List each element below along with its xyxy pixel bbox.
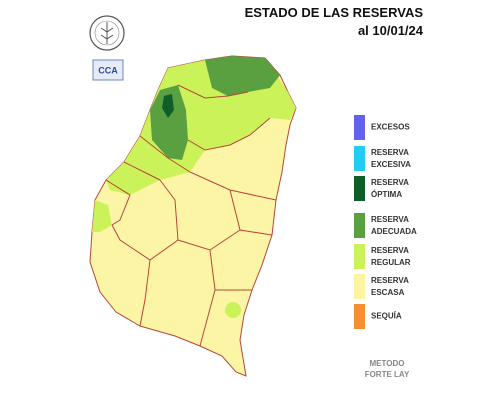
province-map: [89, 55, 297, 377]
department-border: [105, 84, 277, 347]
regular-zone: [225, 302, 241, 318]
legend-swatch: [354, 146, 365, 171]
legend-label: RESERVA: [371, 246, 409, 255]
legend-label: RESERVA: [371, 276, 409, 285]
legend-label: ÓPTIMA: [371, 190, 402, 199]
cca-label: CCA: [98, 65, 118, 75]
regular-zone: [106, 58, 296, 195]
legend-swatch: [354, 176, 365, 201]
legend-label: SEQUÍA: [371, 312, 402, 321]
optima-zone: [162, 94, 174, 118]
regular-zone: [92, 200, 112, 232]
legend-swatch: [354, 304, 365, 329]
method-label: FORTE LAY: [365, 370, 410, 379]
legend-label: ADECUADA: [371, 227, 417, 236]
legend-swatch: [354, 244, 365, 269]
legend-label: RESERVA: [371, 215, 409, 224]
legend-swatch: [354, 115, 365, 140]
legend-label: ESCASA: [371, 288, 405, 297]
legend: EXCESOS RESERVA EXCESIVA RESERVA ÓPTIMA RESER…: [354, 115, 417, 329]
map-date: al 10/01/24: [358, 23, 424, 38]
legend-label: RESERVA: [371, 178, 409, 187]
adecuada-zone: [205, 56, 280, 96]
cca-logo: CCA: [92, 59, 124, 81]
legend-label: EXCESIVA: [371, 160, 411, 169]
legend-label: EXCESOS: [371, 123, 410, 132]
map-title: ESTADO DE LAS RESERVAS: [245, 5, 424, 20]
legend-swatch: [354, 274, 365, 299]
legend-swatch: [354, 213, 365, 238]
legend-label: REGULAR: [371, 258, 411, 267]
bolsa-logo: [89, 15, 125, 51]
method-label: METODO: [370, 359, 405, 368]
adecuada-zone: [150, 85, 188, 160]
legend-label: RESERVA: [371, 148, 409, 157]
